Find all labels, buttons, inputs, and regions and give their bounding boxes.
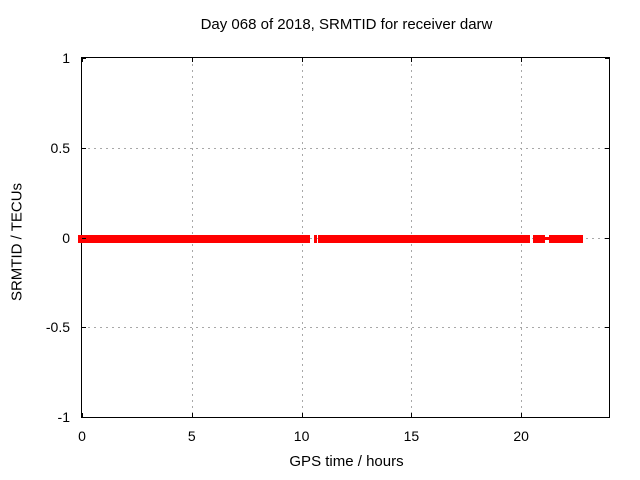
data-segment — [313, 234, 317, 243]
x-tick-mark — [191, 58, 193, 62]
y-tick-mark — [82, 327, 86, 329]
y-tick-mark — [605, 327, 609, 329]
y-tick-label: -0.5 — [45, 319, 70, 336]
x-axis-label: GPS time / hours — [289, 453, 404, 470]
y-tick-label: 0 — [62, 229, 70, 246]
y-tick-mark — [82, 417, 86, 418]
y-tick-mark — [605, 417, 609, 418]
x-tick-label: 10 — [293, 428, 310, 444]
x-tick-label: 20 — [513, 428, 529, 444]
y-tick-mark — [82, 58, 86, 59]
x-tick-label: 0 — [78, 428, 86, 444]
data-segment — [548, 234, 584, 243]
data-segment — [533, 234, 545, 243]
gridline-horizontal — [82, 147, 609, 149]
x-tick-mark — [82, 58, 83, 62]
y-axis-label: SRMTID / TECUs — [8, 182, 26, 302]
y-tick-label: 0.5 — [50, 139, 70, 156]
plot-area: 0 5 10 15 20 1 0.5 0 -0.5 -1 — [46, 50, 610, 444]
x-tick-mark — [82, 413, 83, 417]
y-tick-label: -1 — [57, 409, 70, 425]
y-tick-mark — [82, 237, 86, 239]
x-tick-mark — [411, 413, 413, 417]
x-tick-mark — [191, 413, 193, 417]
x-tick-label: 5 — [187, 428, 196, 444]
y-tick-label: 1 — [62, 50, 70, 66]
data-segment — [318, 234, 531, 243]
x-tick-mark — [411, 58, 413, 62]
x-tick-mark — [301, 58, 303, 62]
x-tick-mark — [521, 58, 523, 62]
x-tick-label: 15 — [403, 428, 420, 444]
data-segment-thin — [544, 236, 550, 240]
gridline-horizontal — [82, 327, 609, 329]
data-segment — [78, 234, 310, 243]
y-tick-mark — [605, 147, 609, 149]
y-tick-mark — [605, 237, 609, 239]
y-tick-mark — [605, 58, 609, 59]
y-tick-mark — [82, 147, 86, 149]
chart-title: Day 068 of 2018, SRMTID for receiver dar… — [200, 16, 493, 33]
x-tick-mark — [521, 413, 523, 417]
x-tick-mark — [301, 413, 303, 417]
